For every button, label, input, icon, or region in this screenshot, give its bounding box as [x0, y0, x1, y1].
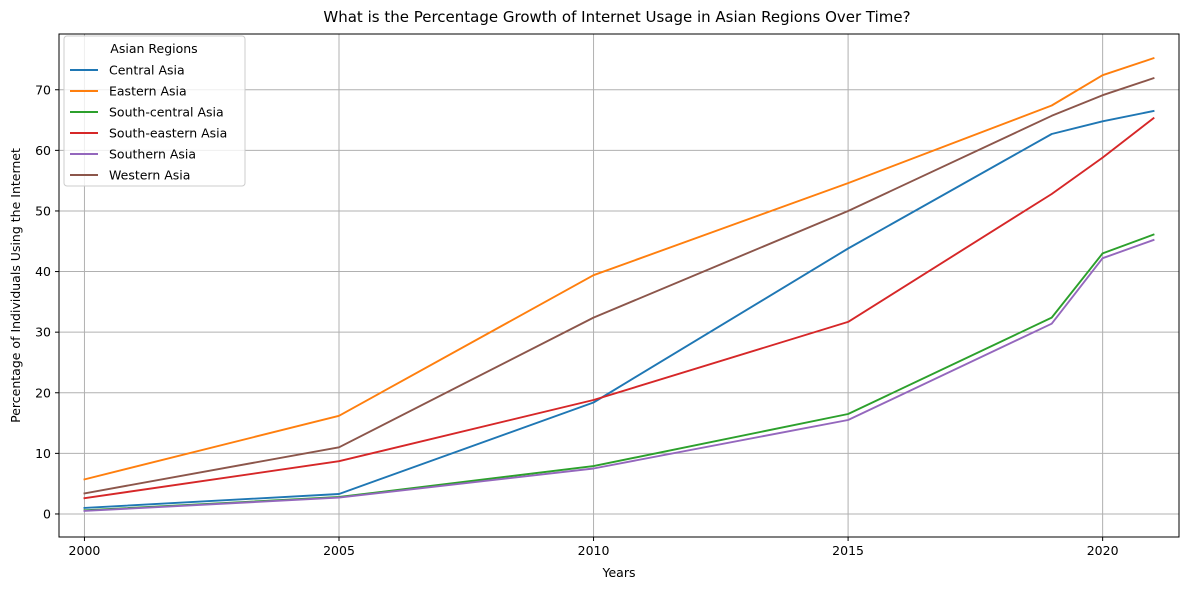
x-tick-label: 2010 [578, 543, 610, 558]
series-lines [83, 56, 1155, 512]
y-axis-label: Percentage of Individuals Using the Inte… [8, 148, 23, 423]
x-tick-label: 2020 [1087, 543, 1119, 558]
y-axis-ticks: 0 10 20 30 40 50 60 70 [35, 82, 59, 521]
legend-label-eastern-asia: Eastern Asia [109, 84, 187, 99]
legend-label-southern-asia: Southern Asia [109, 147, 196, 162]
y-tick-label: 40 [35, 264, 51, 279]
x-axis-label: Years [602, 565, 636, 580]
series-line-central-asia [83, 109, 1155, 509]
legend-label-western-asia: Western Asia [109, 168, 190, 183]
series-line-western-asia [83, 76, 1155, 495]
y-tick-label: 10 [35, 446, 51, 461]
legend-label-south-central-asia: South-central Asia [109, 105, 224, 120]
legend-label-central-asia: Central Asia [109, 63, 185, 78]
grid-lines [59, 34, 1179, 537]
y-tick-label: 60 [35, 143, 51, 158]
legend-label-south-eastern-asia: South-eastern Asia [109, 126, 227, 141]
y-tick-label: 50 [35, 203, 51, 218]
series-line-southern-asia [83, 238, 1155, 512]
series-line-eastern-asia [83, 56, 1155, 481]
legend-items: Central Asia Eastern Asia South-central As… [70, 63, 227, 183]
legend-title: Asian Regions [110, 41, 197, 56]
plot-area [58, 33, 1180, 538]
y-tick-label: 0 [43, 506, 51, 521]
y-tick-label: 20 [35, 385, 51, 400]
chart-title: What is the Percentage Growth of Interne… [323, 8, 910, 26]
x-axis-ticks: 2000 2005 2010 2015 2020 [69, 537, 1119, 558]
series-line-south-central-asia [83, 233, 1155, 512]
y-tick-label: 30 [35, 325, 51, 340]
x-tick-label: 2005 [323, 543, 355, 558]
series-line-south-eastern-asia [83, 116, 1155, 500]
y-tick-label: 70 [35, 82, 51, 97]
legend-box [63, 35, 246, 187]
x-tick-label: 2000 [69, 543, 101, 558]
x-tick-label: 2015 [832, 543, 864, 558]
legend: Asian Regions Central Asia Eastern Asia So… [63, 35, 246, 187]
